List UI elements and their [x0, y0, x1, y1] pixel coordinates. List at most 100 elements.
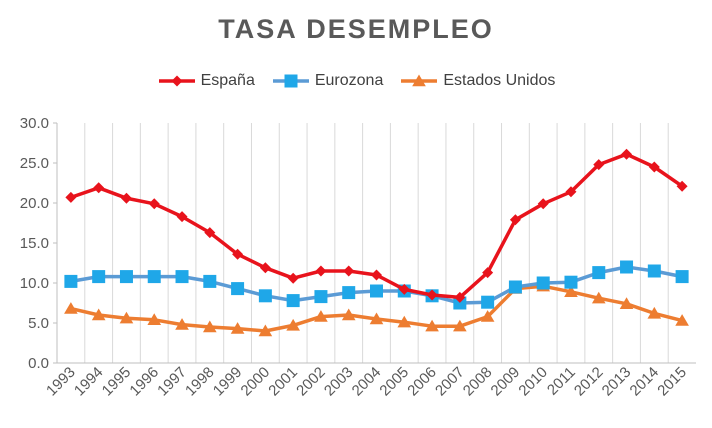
data-point	[64, 274, 78, 288]
data-point	[397, 315, 412, 328]
data-point	[204, 227, 216, 239]
x-tick-label: 2006	[404, 364, 440, 400]
data-point	[426, 289, 438, 301]
x-tick-label: 1994	[71, 364, 107, 400]
data-point	[676, 180, 688, 192]
data-point	[342, 286, 356, 300]
x-tick-label: 2005	[376, 364, 412, 400]
data-point	[91, 308, 106, 321]
data-point	[675, 270, 689, 284]
legend-swatch	[272, 74, 309, 88]
data-point	[258, 324, 273, 337]
legend-marker	[171, 75, 183, 87]
legend-item: Estados Unidos	[399, 72, 555, 90]
data-point	[286, 318, 300, 331]
x-tick-label: 1995	[99, 364, 135, 400]
x-tick-label: 2010	[515, 364, 551, 400]
y-tick-label: 10.0	[20, 275, 49, 292]
data-point	[176, 211, 188, 223]
data-point	[203, 274, 217, 288]
data-point	[232, 248, 244, 260]
x-tick-label: 2012	[571, 364, 607, 400]
legend-marker	[284, 74, 298, 88]
data-point	[202, 320, 217, 333]
data-point	[93, 182, 105, 194]
data-point	[564, 275, 578, 289]
data-point	[620, 260, 634, 274]
y-tick-label: 20.0	[20, 195, 49, 212]
data-point	[508, 280, 522, 294]
data-point	[370, 284, 383, 298]
series-españa	[65, 148, 688, 303]
data-point	[147, 313, 162, 325]
y-tick-label: 30.0	[20, 115, 49, 132]
data-point	[648, 161, 660, 173]
data-point	[592, 266, 606, 280]
y-tick-label: 25.0	[20, 155, 49, 172]
x-tick-label: 2003	[321, 364, 357, 400]
legend-swatch	[158, 75, 195, 87]
legend-marker	[412, 74, 427, 87]
data-point	[231, 282, 245, 296]
series-estados-unidos	[64, 279, 689, 337]
data-point	[120, 192, 132, 204]
data-point	[314, 310, 328, 322]
data-point	[453, 319, 467, 332]
data-point	[481, 295, 495, 309]
data-point	[286, 294, 300, 308]
data-point	[621, 148, 633, 160]
x-tick-label: 2009	[488, 364, 524, 400]
data-point	[92, 270, 106, 284]
x-tick-label: 2008	[460, 364, 496, 400]
data-point	[647, 306, 662, 319]
legend-item: Eurozona	[271, 72, 384, 90]
data-point	[119, 311, 134, 324]
chart-title: TASA DESEMPLEO	[218, 14, 494, 44]
data-point	[453, 296, 467, 310]
data-point	[258, 289, 272, 303]
x-tick-label: 1997	[154, 364, 190, 400]
x-tick-label: 2000	[238, 364, 274, 400]
x-tick-label: 2007	[432, 364, 468, 400]
data-point	[619, 297, 634, 309]
data-point	[119, 270, 133, 284]
x-tick-label: 1996	[126, 364, 162, 400]
x-tick-label: 1999	[210, 364, 246, 400]
data-point	[287, 272, 299, 284]
data-point	[647, 264, 661, 278]
x-tick-label: 1998	[182, 364, 218, 400]
x-tick-label: 2014	[627, 364, 663, 400]
data-point	[565, 186, 577, 198]
legend-label: Estados Unidos	[443, 72, 556, 89]
y-tick-label: 0.0	[28, 355, 49, 372]
data-point	[175, 318, 189, 330]
data-point	[593, 159, 605, 171]
legend-swatch	[401, 74, 438, 87]
legend-item: España	[157, 72, 255, 90]
data-point	[425, 319, 439, 332]
data-point	[675, 314, 689, 326]
data-point	[341, 308, 356, 321]
data-point	[482, 267, 494, 279]
data-point	[230, 322, 245, 334]
data-point	[537, 198, 549, 210]
data-point	[398, 283, 410, 295]
data-point	[175, 270, 189, 284]
x-tick-label: 2011	[544, 364, 579, 399]
x-tick-label: 2001	[265, 364, 301, 400]
data-point	[564, 285, 578, 297]
data-point	[509, 214, 521, 226]
y-tick-label: 5.0	[28, 315, 49, 332]
data-point	[369, 312, 384, 325]
legend: España Eurozona Estados Unidos	[0, 72, 712, 90]
data-point	[314, 290, 328, 304]
legend-label: Eurozona	[314, 72, 384, 89]
data-point	[343, 265, 355, 277]
data-point	[64, 302, 78, 314]
data-point	[147, 270, 161, 284]
data-point	[536, 276, 550, 290]
data-point	[65, 191, 77, 203]
x-tick-label: 2013	[599, 364, 635, 400]
